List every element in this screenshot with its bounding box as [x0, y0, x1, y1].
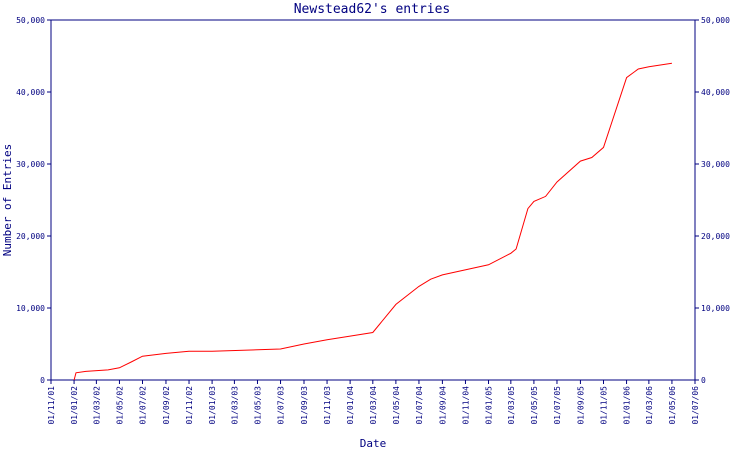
x-tick-label: 01/03/04 [369, 386, 378, 425]
x-tick-label: 01/05/02 [115, 386, 124, 425]
x-tick-label: 01/05/06 [668, 386, 677, 425]
x-tick-label: 01/07/02 [139, 386, 148, 425]
x-tick-label: 01/03/06 [645, 386, 654, 425]
x-tick-label: 01/03/05 [507, 386, 516, 425]
y-tick-label-left: 30,000 [16, 160, 45, 169]
y-tick-label-right: 20,000 [701, 232, 730, 241]
series-layer [73, 62, 672, 381]
x-tick-label: 01/01/04 [346, 386, 355, 425]
y-tick-label-left: 10,000 [16, 304, 45, 313]
y-tick-label-left: 50,000 [16, 16, 45, 25]
y-tick-label-right: 10,000 [701, 304, 730, 313]
x-tick-label: 01/01/06 [623, 386, 632, 425]
y-tick-label-right: 40,000 [701, 88, 730, 97]
x-tick-label: 01/09/02 [162, 386, 171, 425]
x-tick-label: 01/11/01 [47, 386, 56, 425]
plot-area [50, 19, 696, 381]
y-axis-label: Number of Entries [1, 144, 14, 257]
y-axis-right: 0 10,000 20,000 30,000 40,000 50,000 [695, 16, 730, 385]
x-tick-label: 01/11/05 [599, 386, 608, 425]
x-tick-label: 01/07/03 [277, 386, 286, 425]
x-tick-label: 01/05/03 [253, 386, 262, 425]
x-tick-label: 01/03/02 [92, 386, 101, 425]
y-tick-label-left: 0 [40, 376, 45, 385]
x-tick-label: 01/01/02 [70, 386, 79, 425]
x-axis: 01/11/01 01/01/02 01/03/02 01/05/02 01/07/02… [47, 380, 700, 425]
x-tick-label: 01/09/05 [576, 386, 585, 425]
x-tick-label: 01/09/04 [438, 386, 447, 425]
x-tick-label: 01/07/05 [553, 386, 562, 425]
y-tick-label-right: 0 [701, 376, 706, 385]
x-tick-label: 01/03/03 [230, 386, 239, 425]
y-tick-label-left: 40,000 [16, 88, 45, 97]
x-tick-label: 01/07/04 [415, 386, 424, 425]
x-axis-label: Date [360, 437, 387, 450]
x-tick-label: 01/07/06 [691, 386, 700, 425]
x-tick-label: 01/11/04 [461, 386, 470, 425]
x-tick-label: 01/11/03 [323, 386, 332, 425]
x-tick-label: 01/01/03 [208, 386, 217, 425]
y-tick-label-right: 50,000 [701, 16, 730, 25]
chart-title: Newstead62's entries [294, 2, 451, 17]
x-tick-label: 01/05/04 [392, 386, 401, 425]
x-tick-label: 01/01/05 [485, 386, 494, 425]
x-tick-label: 01/09/03 [300, 386, 309, 425]
x-tick-label: 01/11/02 [185, 386, 194, 425]
y-axis-left: 0 10,000 20,000 30,000 40,000 50,000 [16, 16, 51, 385]
series-line [73, 62, 672, 381]
y-tick-label-left: 20,000 [16, 232, 45, 241]
x-tick-label: 01/05/05 [530, 386, 539, 425]
y-tick-label-right: 30,000 [701, 160, 730, 169]
